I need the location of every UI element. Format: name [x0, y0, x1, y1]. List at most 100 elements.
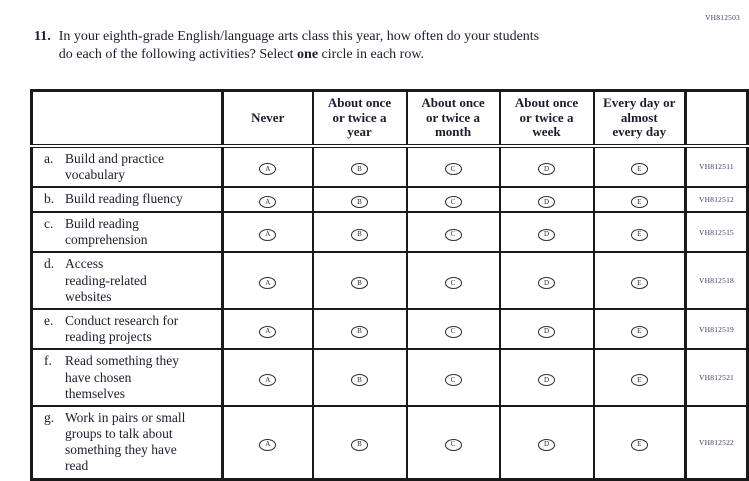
option-cell-daily: E — [592, 404, 687, 481]
question-text-after: circle in each row. — [318, 47, 425, 63]
column-header-month: About once or twice a month — [405, 89, 501, 148]
option-cell-week: D — [498, 404, 595, 481]
circle-letter: E — [637, 164, 642, 173]
answer-circle-week[interactable]: D — [538, 438, 555, 451]
circle-letter: D — [543, 278, 550, 287]
answer-circle-month[interactable]: C — [444, 325, 462, 338]
option-cell-month: C — [405, 404, 501, 481]
answer-circle-never[interactable]: A — [259, 374, 277, 387]
answer-circle-never[interactable]: A — [259, 163, 277, 176]
circle-letter: B — [357, 375, 362, 384]
answer-circle-never[interactable]: A — [259, 438, 277, 451]
option-cell-month: C — [405, 211, 501, 254]
answer-circle-month[interactable]: C — [444, 438, 462, 451]
table-row-f: f. Read something they have chosen themse… — [30, 348, 749, 407]
answer-circle-never[interactable]: A — [259, 325, 277, 338]
row-code: VH812511 — [684, 144, 749, 189]
row-label: Access reading-related websites — [65, 256, 147, 304]
answer-circle-week[interactable]: D — [538, 196, 555, 209]
answer-circle-daily[interactable]: E — [630, 277, 648, 290]
option-cell-week: D — [498, 186, 595, 214]
answer-circle-week[interactable]: D — [538, 374, 555, 387]
answer-circle-year[interactable]: B — [351, 277, 368, 290]
option-cell-year: B — [311, 186, 408, 214]
answer-circle-year[interactable]: B — [351, 196, 368, 209]
question-number: 11. — [34, 29, 51, 44]
answer-circle-week[interactable]: D — [538, 163, 555, 176]
circle-letter: A — [265, 278, 271, 287]
table-header-row: Never About once or twice a year About o… — [30, 89, 749, 148]
option-cell-year: B — [311, 307, 408, 351]
table-row-e: e. Conduct research for reading projects … — [30, 307, 749, 351]
row-code: VH812512 — [684, 186, 749, 214]
answer-circle-month[interactable]: C — [444, 228, 462, 241]
row-letter: g. — [44, 409, 55, 425]
option-cell-daily: E — [592, 348, 687, 407]
row-label: Work in pairs or small groups to talk ab… — [65, 409, 186, 474]
answer-circle-week[interactable]: D — [538, 325, 555, 338]
row-label: Build and practice vocabulary — [65, 150, 164, 182]
row-letter: d. — [44, 256, 55, 272]
answer-circle-year[interactable]: B — [351, 325, 368, 338]
circle-letter: E — [637, 230, 642, 239]
answer-circle-year[interactable]: B — [351, 374, 368, 387]
answer-circle-daily[interactable]: E — [630, 228, 648, 241]
circle-letter: D — [543, 440, 550, 449]
option-cell-never: A — [221, 211, 314, 254]
row-label-cell: a. Build and practice vocabulary — [30, 144, 224, 189]
answer-circle-never[interactable]: A — [259, 277, 277, 290]
column-header-never: Never — [221, 89, 314, 148]
table-row-d: d. Access reading-related websites A B C … — [30, 251, 749, 310]
circle-letter: B — [357, 440, 362, 449]
option-cell-year: B — [311, 251, 408, 310]
answer-circle-month[interactable]: C — [444, 196, 462, 209]
option-cell-year: B — [311, 348, 408, 407]
circle-letter: C — [450, 197, 456, 206]
column-header-year: About once or twice a year — [311, 89, 408, 148]
answer-circle-never[interactable]: A — [259, 228, 277, 241]
answer-circle-year[interactable]: B — [351, 438, 368, 451]
answer-circle-daily[interactable]: E — [630, 163, 648, 176]
circle-letter: D — [543, 327, 550, 336]
answer-circle-month[interactable]: C — [444, 163, 462, 176]
circle-letter: A — [265, 230, 271, 239]
row-label-cell: g. Work in pairs or small groups to talk … — [30, 404, 224, 481]
option-cell-never: A — [221, 404, 314, 481]
answer-circle-daily[interactable]: E — [630, 325, 648, 338]
circle-letter: A — [265, 327, 271, 336]
option-cell-year: B — [311, 211, 408, 254]
answer-circle-daily[interactable]: E — [630, 374, 648, 387]
circle-letter: B — [357, 230, 362, 239]
answer-circle-year[interactable]: B — [351, 163, 368, 176]
circle-letter: B — [357, 164, 362, 173]
circle-letter: C — [450, 440, 456, 449]
answer-circle-year[interactable]: B — [351, 228, 368, 241]
answer-circle-week[interactable]: D — [538, 228, 555, 241]
circle-letter: D — [543, 164, 550, 173]
row-letter: c. — [44, 216, 54, 232]
option-cell-never: A — [221, 307, 314, 351]
table-row-g: g. Work in pairs or small groups to talk … — [30, 404, 749, 481]
answer-circle-month[interactable]: C — [444, 374, 462, 387]
answer-circle-month[interactable]: C — [444, 277, 462, 290]
circle-letter: A — [265, 197, 271, 206]
answer-circle-daily[interactable]: E — [630, 438, 648, 451]
answer-circle-daily[interactable]: E — [630, 196, 648, 209]
row-letter: e. — [44, 312, 54, 328]
row-label-cell: b. Build reading fluency — [30, 186, 224, 214]
option-cell-week: D — [498, 211, 595, 254]
question-text-before: In your eighth-grade English/language ar… — [58, 29, 540, 63]
option-cell-daily: E — [592, 211, 687, 254]
option-cell-week: D — [498, 251, 595, 310]
row-label: Conduct research for reading projects — [65, 312, 179, 345]
circle-letter: D — [543, 375, 550, 384]
option-cell-week: D — [498, 307, 595, 351]
row-label: Build reading fluency — [65, 191, 183, 207]
answer-circle-week[interactable]: D — [538, 277, 555, 290]
answer-circle-never[interactable]: A — [259, 196, 277, 209]
row-code: VH812518 — [684, 251, 749, 310]
option-cell-year: B — [311, 144, 408, 189]
circle-letter: A — [265, 440, 271, 449]
circle-letter: A — [265, 164, 271, 173]
circle-letter: E — [637, 278, 642, 287]
